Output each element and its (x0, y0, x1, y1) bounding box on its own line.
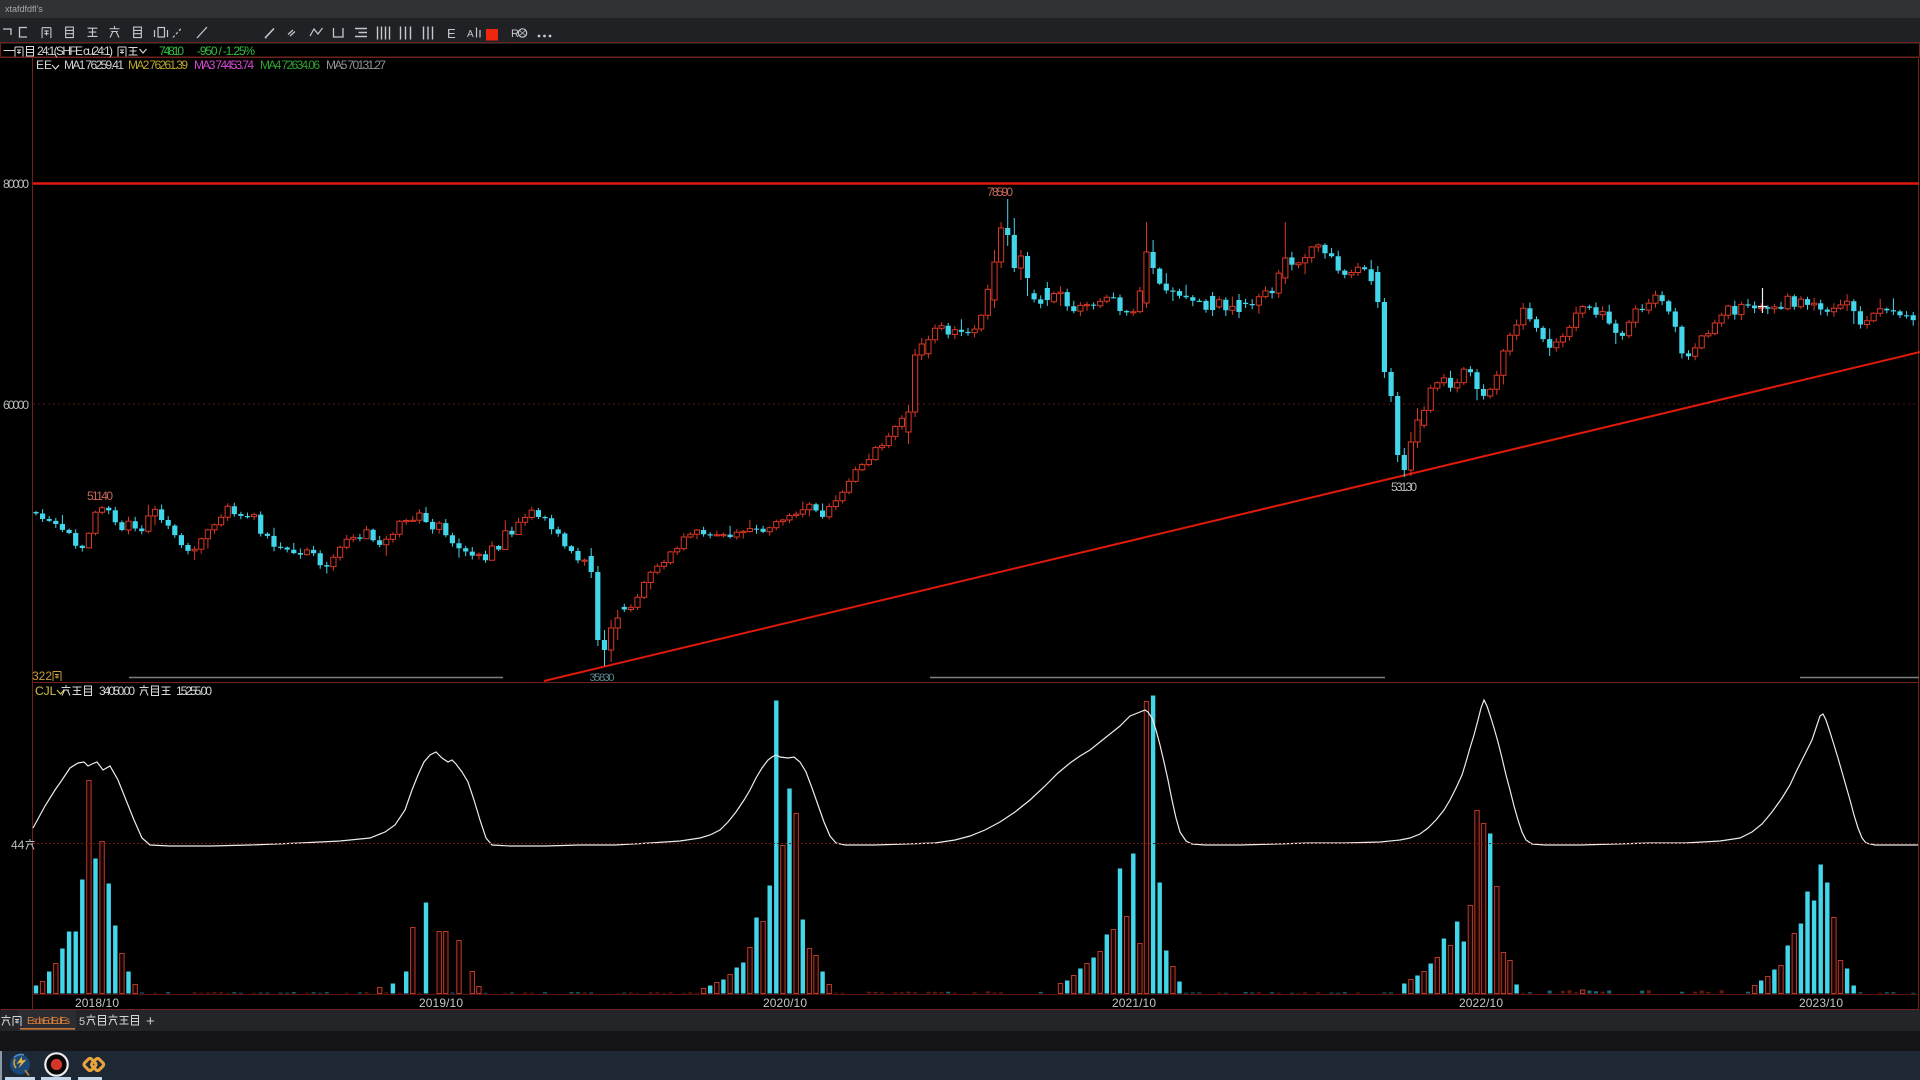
svg-text:44: 44 (11, 838, 25, 852)
svg-text:2022/10: 2022/10 (1459, 996, 1503, 1010)
svg-text:80000: 80000 (3, 177, 29, 191)
svg-text:MA5 70131.27: MA5 70131.27 (326, 58, 386, 72)
svg-text:78590: 78590 (987, 185, 1013, 199)
svg-text:-950 / -1.25%: -950 / -1.25% (197, 44, 255, 58)
svg-text:2018/10: 2018/10 (75, 996, 119, 1010)
svg-text:35830: 35830 (590, 672, 615, 684)
svg-text:5: 5 (79, 1016, 85, 1028)
svg-text:2021/10: 2021/10 (1112, 996, 1156, 1010)
svg-text:E: E (447, 26, 456, 41)
svg-text:R: R (511, 28, 519, 40)
svg-text:24:1(SHFE cu24:1): 24:1(SHFE cu24:1) (37, 44, 113, 58)
svg-text:CJL: CJL (35, 684, 57, 698)
svg-text:60000: 60000 (3, 398, 29, 412)
svg-text:MA2 76261.39: MA2 76261.39 (128, 58, 188, 72)
svg-text:34050.00: 34050.00 (99, 684, 135, 698)
svg-text:74810: 74810 (159, 44, 184, 58)
svg-text:MA3 74453.74: MA3 74453.74 (194, 58, 254, 72)
svg-text:2023/10: 2023/10 (1799, 996, 1843, 1010)
svg-text:一: 一 (3, 44, 15, 58)
svg-text:MA4 72634.06: MA4 72634.06 (260, 58, 320, 72)
svg-text:322: 322 (32, 669, 52, 683)
svg-text:51140: 51140 (87, 489, 113, 503)
svg-text:EE: EE (36, 58, 52, 72)
svg-text:+: + (146, 1013, 155, 1030)
svg-text:15255.00: 15255.00 (176, 684, 212, 698)
svg-text:2020/10: 2020/10 (763, 996, 807, 1010)
svg-text:xtafdfdfl's: xtafdfdfl's (5, 4, 43, 14)
svg-text:2019/10: 2019/10 (419, 996, 463, 1010)
svg-text:53130: 53130 (1391, 480, 1417, 494)
svg-text:MA1 76259.41: MA1 76259.41 (64, 58, 124, 72)
svg-text:EsdaEdEdEs: EsdaEdEdEs (27, 1016, 70, 1027)
svg-text:A: A (467, 29, 474, 40)
